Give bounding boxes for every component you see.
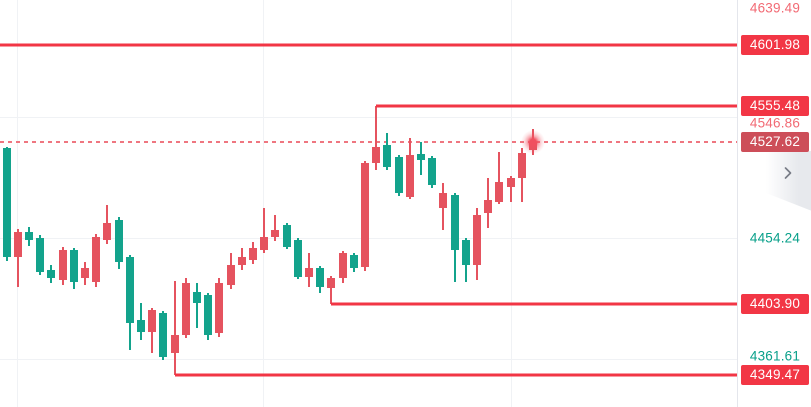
price-level-badge: 4555.48 (741, 95, 809, 116)
candle-body (58, 249, 67, 280)
price-level-badge: 4601.98 (741, 35, 809, 55)
candle-wick (173, 281, 176, 375)
candle-body (136, 320, 145, 332)
candle-body (148, 310, 157, 333)
candle-wick (16, 228, 19, 287)
candle-body (47, 269, 56, 278)
candle-wick (375, 105, 378, 171)
candle-body (170, 335, 179, 353)
candle-body (517, 153, 526, 178)
price-level-badge: 4403.90 (741, 293, 809, 314)
axis-tick: 4454.24 (749, 230, 801, 246)
candle-wick (195, 282, 198, 329)
candle-body (181, 283, 190, 335)
price-level-line (0, 43, 737, 47)
candle-body (495, 182, 504, 202)
candle-body (2, 148, 11, 257)
candle-body (159, 313, 168, 357)
candle-body (484, 200, 493, 214)
last-price-badge: 4527.62 (741, 132, 809, 153)
candle-body (226, 265, 235, 285)
price-level-line (331, 302, 737, 306)
candle-body (271, 230, 280, 237)
horizontal-gridline (0, 117, 737, 118)
price-level-line (376, 104, 737, 108)
horizontal-gridline (0, 359, 737, 360)
candle-body (24, 232, 33, 240)
candle-body (237, 256, 246, 265)
candle-body (215, 283, 224, 334)
candle-body (248, 247, 257, 260)
candle-body (304, 268, 313, 277)
vertical-gridline (17, 0, 18, 407)
candle-body (394, 156, 403, 194)
vertical-gridline (263, 0, 264, 407)
candle-body (114, 220, 123, 262)
axis-tick: 4361.61 (749, 348, 801, 364)
candle-body (92, 237, 101, 282)
axis-tick: 4639.49 (749, 0, 801, 16)
candle-wick (509, 176, 512, 202)
candle-wick (263, 208, 266, 253)
candle-body (360, 163, 369, 268)
candle-body (528, 142, 537, 150)
price-level-line (174, 373, 737, 377)
candle-body (282, 225, 291, 247)
last-price-line (0, 141, 737, 144)
price-axis[interactable]: 4639.49 4546.86 4454.24 4361.61 4601.98 … (737, 0, 811, 407)
candle-body (103, 223, 112, 240)
candle-body (327, 278, 336, 289)
candle-body (338, 253, 347, 279)
candle-body (383, 145, 392, 167)
candle-body (428, 158, 437, 186)
candle-body (506, 178, 515, 187)
candle-body (80, 268, 89, 279)
candle-body (372, 147, 381, 164)
candle-body (69, 249, 78, 282)
candle-wick (498, 152, 501, 205)
candle-body (405, 155, 414, 197)
chart-canvas[interactable] (0, 0, 737, 407)
candle-body (13, 232, 22, 257)
chevron-right-icon (784, 167, 792, 179)
candle-body (204, 295, 213, 335)
candle-wick (330, 276, 333, 304)
candle-body (349, 255, 358, 269)
candle-body (439, 193, 448, 209)
candle-body (416, 154, 425, 160)
price-level-badge: 4349.47 (741, 364, 809, 385)
candle-body (450, 194, 459, 250)
collapse-axis-button[interactable] (776, 161, 800, 185)
candle-body (192, 291, 201, 304)
candle-body (125, 257, 134, 323)
candle-body (316, 268, 325, 287)
candle-body (461, 240, 470, 265)
candle-body (293, 240, 302, 277)
candle-body (472, 214, 481, 265)
candle-body (260, 236, 269, 250)
axis-tick: 4546.86 (749, 115, 801, 131)
candle-body (36, 238, 45, 273)
vertical-gridline (511, 0, 512, 407)
candle-wick (274, 214, 277, 241)
